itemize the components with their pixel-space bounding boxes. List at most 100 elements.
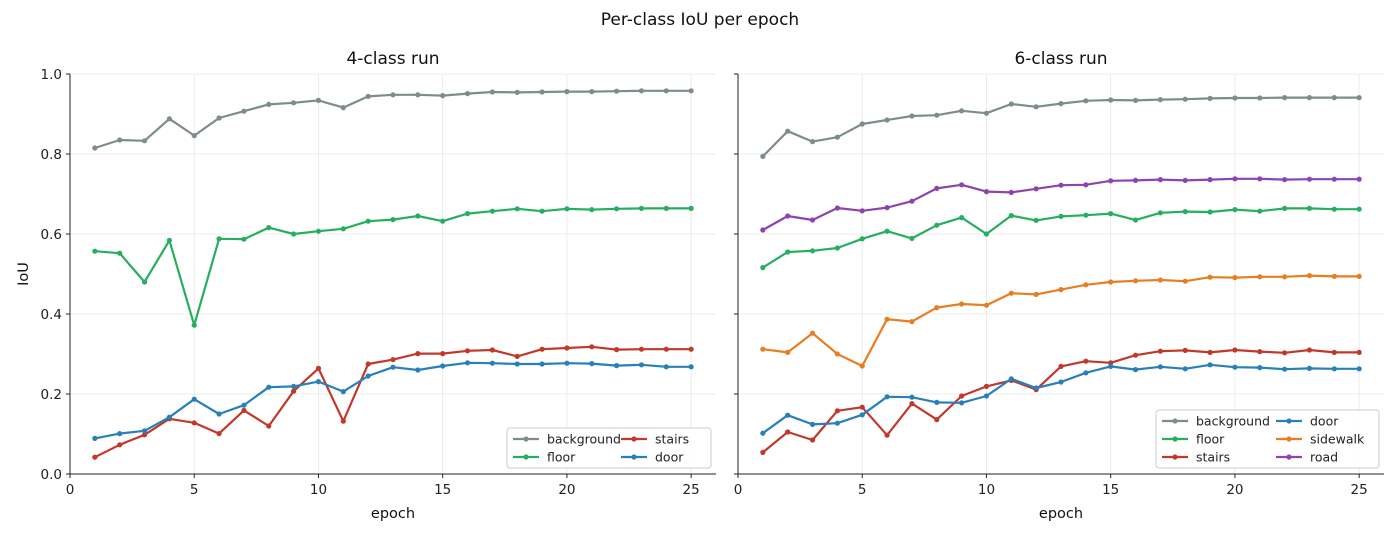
x-tick-label: 5 xyxy=(190,482,199,498)
data-point-stairs xyxy=(1132,352,1139,358)
panel-4-class-run: 0 5 10 15 20 25 0.0 0.2 0.4 0.6 0.8 1.0 4-class run e… xyxy=(16,49,716,522)
data-point-stairs xyxy=(315,365,322,371)
data-point-background xyxy=(117,137,123,143)
data-point-floor xyxy=(884,228,890,234)
data-point-floor xyxy=(489,208,495,214)
data-point-sidewalk xyxy=(859,363,865,369)
data-point-background xyxy=(489,89,495,95)
data-point-background xyxy=(688,88,694,94)
data-point-stairs xyxy=(1108,360,1114,366)
data-point-door xyxy=(1257,365,1263,371)
data-point-floor xyxy=(464,211,471,217)
data-point-sidewalk xyxy=(1058,287,1064,293)
legend-marker xyxy=(631,436,637,442)
data-point-stairs xyxy=(266,423,272,429)
data-point-floor xyxy=(1306,205,1313,211)
data-point-door xyxy=(489,360,495,366)
data-point-background xyxy=(141,138,148,144)
data-point-background xyxy=(464,91,471,97)
y-tick-label: 0.0 xyxy=(41,467,62,483)
data-point-floor xyxy=(514,206,520,212)
data-point-background xyxy=(1331,95,1337,101)
data-point-background xyxy=(859,121,865,127)
legend: background floor stairs door sidewalk road xyxy=(1155,409,1380,469)
data-point-door xyxy=(92,435,98,441)
legend-marker xyxy=(631,454,637,460)
data-point-floor xyxy=(809,248,816,254)
legend-label: background xyxy=(1196,414,1270,429)
data-point-road xyxy=(1306,176,1313,182)
data-point-road xyxy=(1356,176,1362,182)
data-point-floor xyxy=(166,237,172,243)
data-point-stairs xyxy=(1306,347,1313,353)
data-point-door xyxy=(315,379,322,385)
x-tick-label: 25 xyxy=(1351,482,1368,498)
data-point-sidewalk xyxy=(785,349,791,355)
data-point-road xyxy=(859,208,865,214)
data-point-background xyxy=(390,92,396,98)
x-tick-label: 5 xyxy=(858,482,867,498)
series-line-background xyxy=(762,96,1360,158)
data-point-sidewalk xyxy=(1331,273,1337,279)
data-point-floor xyxy=(1058,213,1064,219)
data-point-stairs xyxy=(859,404,865,410)
legend-item-road: road xyxy=(1276,450,1338,465)
legend-marker xyxy=(1286,418,1292,424)
data-point-floor xyxy=(859,236,865,242)
data-point-stairs xyxy=(760,449,766,455)
data-point-stairs xyxy=(1282,350,1288,356)
data-point-stairs xyxy=(216,431,222,437)
data-point-door xyxy=(638,362,645,368)
data-point-sidewalk xyxy=(1108,279,1114,285)
legend-label: stairs xyxy=(655,432,689,447)
data-point-background xyxy=(1157,97,1163,103)
y-axis-label: IoU xyxy=(16,262,32,286)
data-point-sidewalk xyxy=(909,319,915,325)
data-point-road xyxy=(1083,182,1089,188)
data-point-floor xyxy=(1157,210,1163,216)
data-point-door xyxy=(365,373,371,379)
data-point-sidewalk xyxy=(983,302,990,308)
data-point-stairs xyxy=(241,407,247,413)
data-point-stairs xyxy=(638,346,645,352)
data-point-stairs xyxy=(464,348,471,354)
data-point-background xyxy=(614,88,620,94)
data-point-background xyxy=(1033,104,1039,110)
data-point-floor xyxy=(365,218,371,224)
data-point-sidewalk xyxy=(1232,275,1238,281)
data-point-sidewalk xyxy=(884,316,890,322)
legend-marker xyxy=(1286,436,1292,442)
legend-label: floor xyxy=(1196,432,1225,447)
y-tick-label: 1.0 xyxy=(41,67,62,83)
data-point-door xyxy=(785,412,791,418)
data-point-door xyxy=(1182,366,1188,372)
data-point-road xyxy=(909,198,915,204)
series-sidewalk xyxy=(760,273,1362,369)
data-point-door xyxy=(1232,364,1238,370)
data-point-background xyxy=(1008,101,1014,107)
legend-marker xyxy=(523,454,529,460)
data-point-background xyxy=(1207,95,1213,101)
data-point-stairs xyxy=(489,347,495,353)
data-point-floor xyxy=(934,222,940,228)
series-line-floor xyxy=(94,207,692,327)
data-point-background xyxy=(365,93,371,99)
data-point-floor xyxy=(688,205,694,211)
data-point-door xyxy=(564,360,570,366)
data-point-floor xyxy=(959,215,965,221)
data-point-road xyxy=(1058,182,1064,188)
data-point-stairs xyxy=(1058,363,1064,369)
legend-label: stairs xyxy=(1196,450,1230,465)
data-point-road xyxy=(1282,177,1288,183)
series-stairs xyxy=(760,347,1362,455)
data-point-door xyxy=(1008,376,1014,382)
data-point-door xyxy=(614,363,620,369)
data-point-stairs xyxy=(539,346,545,352)
data-point-door xyxy=(514,361,520,367)
data-point-background xyxy=(166,116,172,122)
x-axis-label: epoch xyxy=(371,506,415,522)
data-point-road xyxy=(1232,176,1238,182)
data-point-door xyxy=(859,412,865,418)
x-tick-label: 20 xyxy=(1226,482,1243,498)
x-tick-label: 10 xyxy=(310,482,327,498)
